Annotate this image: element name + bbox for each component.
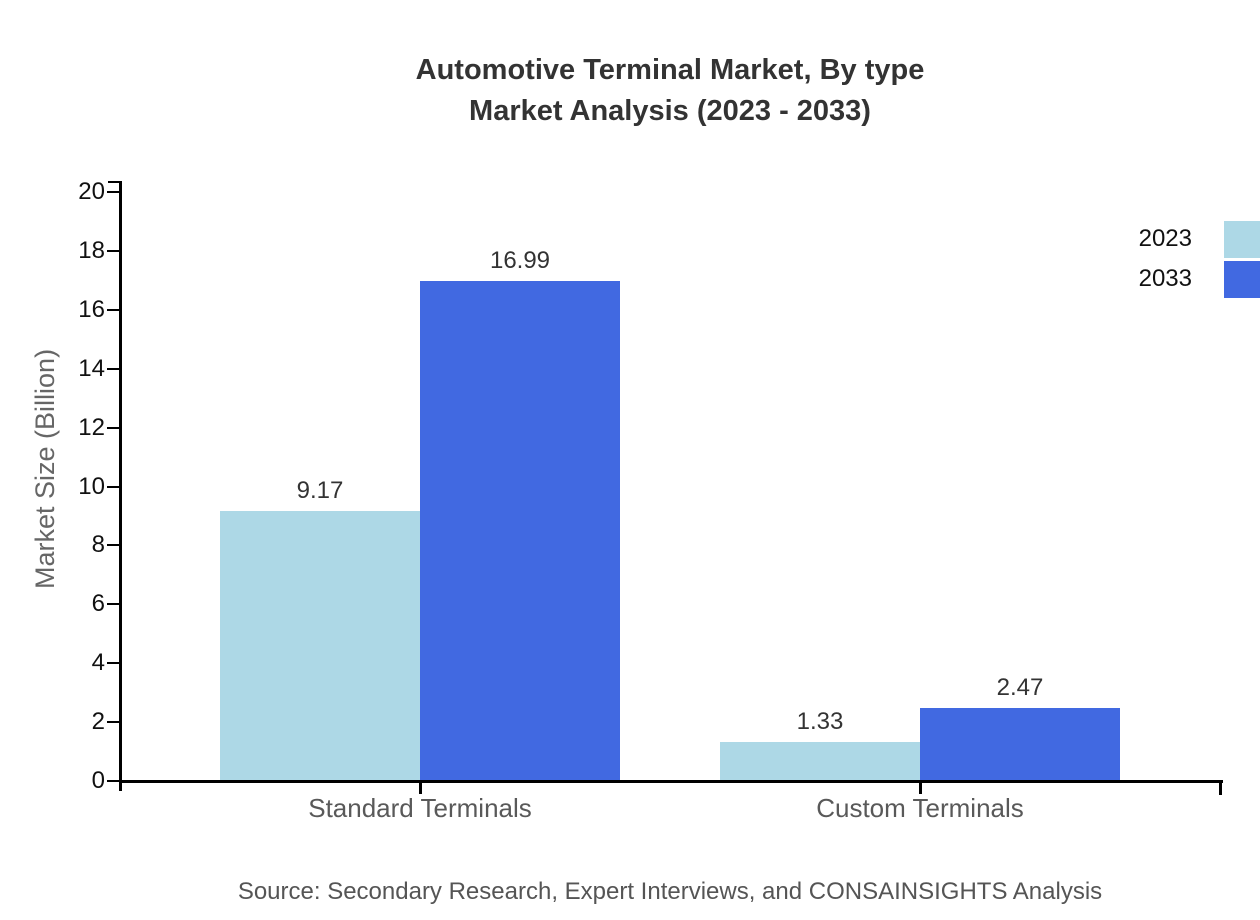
y-tick <box>107 426 120 429</box>
x-category-label: Custom Terminals <box>816 793 1024 823</box>
y-tick <box>107 603 120 606</box>
y-axis-top-cap <box>108 181 120 183</box>
x-tick <box>919 781 922 794</box>
y-tick-label: 12 <box>78 413 105 441</box>
chart-title-line2: Market Analysis (2023 - 2033) <box>469 95 871 127</box>
legend-label-2023: 2023 <box>1138 225 1192 252</box>
y-tick <box>107 367 120 370</box>
y-tick <box>107 485 120 488</box>
x-axis-end-cap <box>1219 781 1222 795</box>
bar-value-label: 1.33 <box>796 707 844 735</box>
y-tick <box>107 721 120 724</box>
y-tick-label: 0 <box>91 767 105 794</box>
y-tick <box>107 780 120 782</box>
y-tick <box>107 544 120 547</box>
legend-item-2023: 2023 <box>1000 220 1260 258</box>
bar-2033-standard-terminals <box>420 280 620 781</box>
y-tick-label: 16 <box>78 295 105 323</box>
chart-title: Automotive Terminal Market, By type Mark… <box>120 50 1220 132</box>
chart-title-line1: Automotive Terminal Market, By type <box>415 54 925 86</box>
legend-item-2033: 2033 <box>1000 260 1260 298</box>
source-note: Source: Secondary Research, Expert Inter… <box>237 878 1103 905</box>
y-tick-label: 10 <box>78 472 105 500</box>
y-tick-label: 2 <box>91 708 105 736</box>
y-axis-line <box>119 181 122 791</box>
x-axis-line <box>119 780 1223 783</box>
bar-value-label: 9.17 <box>296 476 344 504</box>
y-tick <box>107 249 120 252</box>
y-tick-label: 8 <box>91 531 105 559</box>
y-tick-label: 14 <box>78 354 105 382</box>
bar-2023-standard-terminals <box>220 510 420 781</box>
legend-label-2033: 2033 <box>1138 265 1192 292</box>
legend-swatch-2023 <box>1224 220 1260 258</box>
y-tick <box>107 308 120 311</box>
x-tick <box>419 781 422 794</box>
bar-2023-custom-terminals <box>720 741 920 781</box>
bar-value-label: 16.99 <box>489 246 551 274</box>
y-tick-label: 18 <box>78 236 105 264</box>
y-tick <box>107 662 120 665</box>
bar-2033-custom-terminals <box>920 708 1120 781</box>
y-tick <box>107 191 120 193</box>
legend-swatch-2033 <box>1224 260 1260 298</box>
x-category-label: Standard Terminals <box>308 793 532 823</box>
y-tick-label: 6 <box>91 590 105 618</box>
y-tick-label: 4 <box>91 649 105 677</box>
bar-value-label: 2.47 <box>996 674 1044 702</box>
y-tick-label: 20 <box>78 178 105 205</box>
